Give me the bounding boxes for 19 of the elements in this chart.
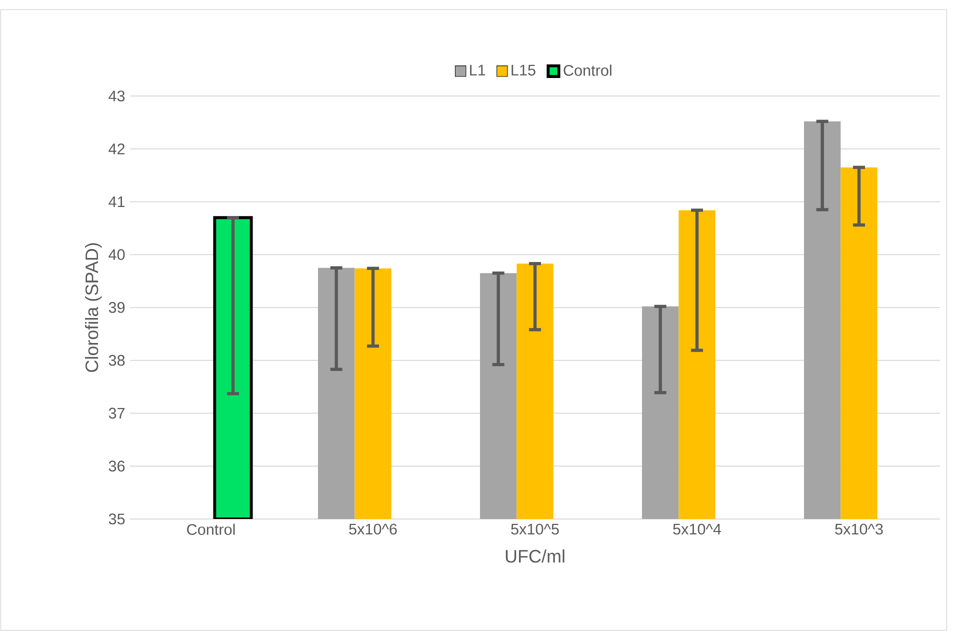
x-axis-title: UFC/ml [506,549,564,563]
y-tick-label: 43 [108,90,125,102]
y-tick-label: 35 [108,514,125,524]
y-axis-title: Clorofila (SPAD) [84,243,102,372]
legend-label: L15 [512,64,536,76]
legend-label: Control [564,64,612,76]
y-tick-label: 41 [108,196,125,208]
y-tick-label: 42 [108,144,125,154]
x-tick-label: 5x10^6 [349,524,397,535]
y-tick-label: 37 [108,408,125,419]
legend-label: L1 [470,64,486,76]
x-tick-label: 5x10^3 [835,524,883,535]
y-tick-label: 36 [108,460,125,472]
x-tick-label: 5x10^4 [673,524,722,535]
y-tick-label: 39 [108,302,125,313]
x-tick-label: Control [187,524,235,535]
y-tick-label: 40 [108,249,125,260]
y-tick-label: 38 [108,354,125,366]
x-tick-label: 5x10^5 [511,524,559,535]
